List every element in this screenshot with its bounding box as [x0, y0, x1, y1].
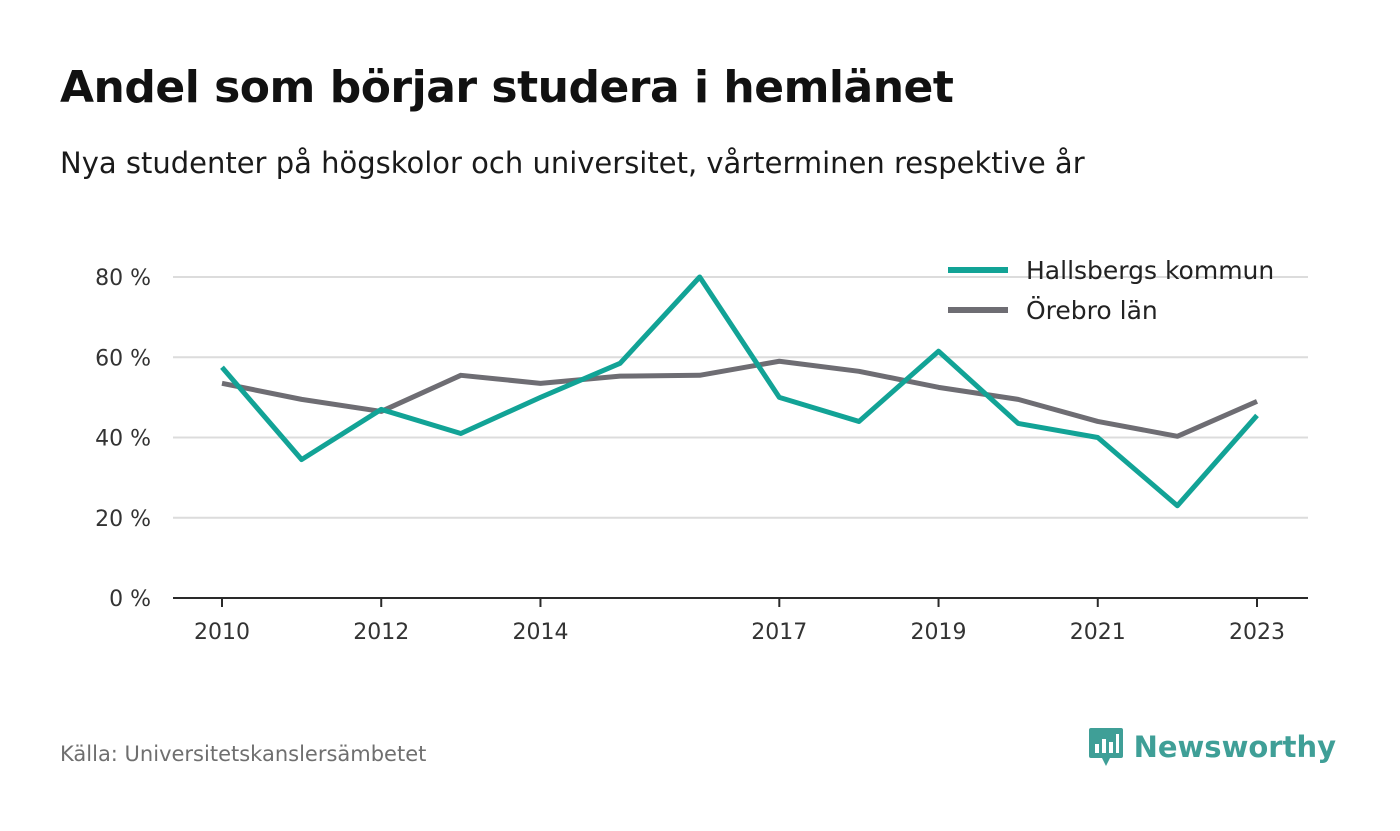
x-tick-label: 2014	[512, 620, 568, 645]
y-tick-label: 40 %	[95, 427, 151, 452]
series-line	[221, 358, 1259, 439]
y-tick-label: 60 %	[95, 346, 151, 371]
gridlines	[173, 276, 1308, 519]
legend-label: Hallsbergs kommun	[1026, 256, 1274, 285]
legend: Hallsbergs kommun Örebro län	[948, 256, 1274, 325]
y-tick-label: 80 %	[95, 266, 151, 291]
x-tick-label: 2023	[1229, 620, 1285, 645]
x-tick-label: 2019	[911, 620, 967, 645]
brand-name: Newsworthy	[1133, 730, 1336, 764]
x-tick-label: 2017	[751, 620, 807, 645]
x-tick-label: 2021	[1070, 620, 1126, 645]
newsworthy-logo-icon	[1088, 728, 1123, 766]
y-tick-label: 20 %	[95, 507, 151, 532]
chart-subtitle: Nya studenter på högskolor och universit…	[60, 146, 1085, 180]
series-line	[220, 274, 1259, 509]
line-chart: 0 % 20 % 40 % 60 % 80 % 2010 2012 2014 2017 2019 2…	[95, 256, 1308, 645]
series-lines	[220, 274, 1259, 509]
brand-logo: Newsworthy	[1088, 726, 1336, 768]
x-tick-label: 2012	[353, 620, 409, 645]
legend-label: Örebro län	[1026, 296, 1158, 325]
chart-title: Andel som börjar studera i hemlänet	[60, 62, 954, 113]
source-note: Källa: Universitetskanslersämbetet	[60, 742, 427, 766]
x-tick-label: 2010	[194, 620, 250, 645]
y-tick-label: 0 %	[109, 587, 151, 612]
axes: 0 % 20 % 40 % 60 % 80 % 2010 2012 2014 2017 2019 2…	[95, 266, 1308, 645]
